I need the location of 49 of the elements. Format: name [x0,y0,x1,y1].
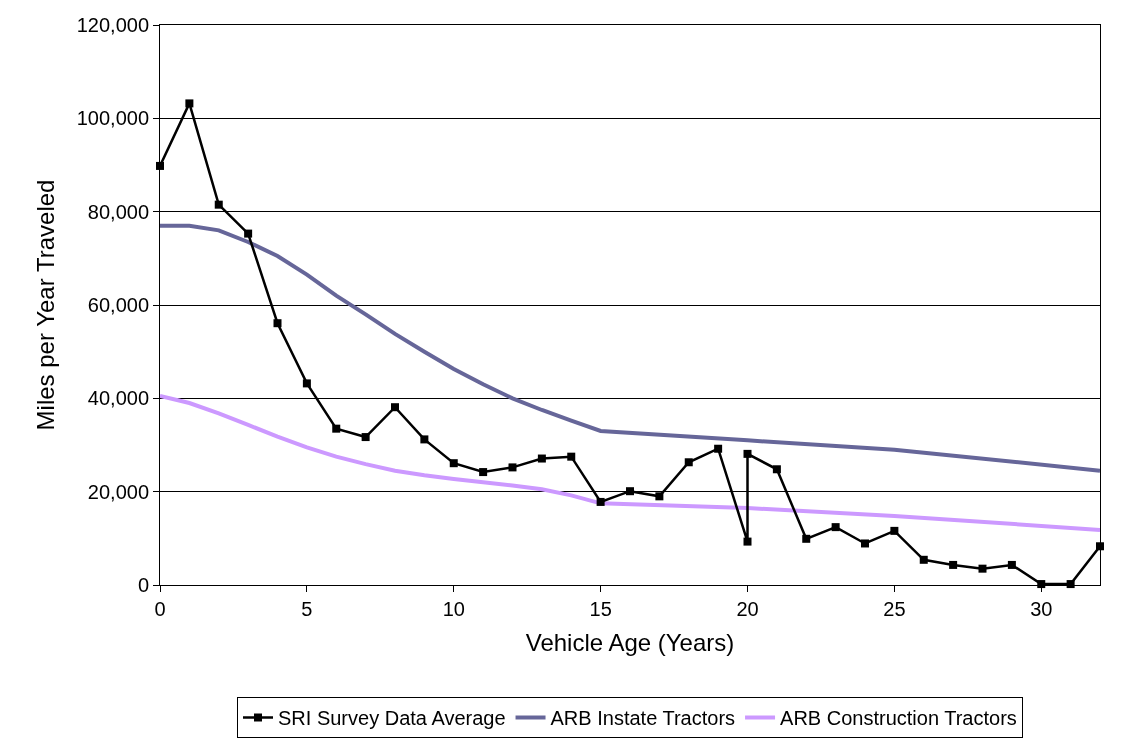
y-tick-label: 40,000 [87,387,149,410]
point [332,424,341,433]
point [185,99,194,108]
legend-label: ARB Instate Tractors [550,707,736,730]
y-axis-title: Miles per Year Traveled [31,179,59,431]
point [772,465,781,474]
x-tick-label: 0 [154,598,166,620]
point [537,454,546,463]
legend-label: SRI Survey Data Average [278,707,506,730]
y-tick-label: 80,000 [87,200,149,223]
legend-label: ARB Construction Tractors [780,707,1017,730]
point [626,487,634,496]
point [743,537,752,546]
point [596,497,605,506]
point [391,403,399,412]
x-tick-label: 25 [883,598,906,620]
point [449,459,458,468]
y-tick-label: 60,000 [87,294,149,316]
point [361,433,370,442]
point [244,229,253,238]
y-tick-label: 0 [137,574,149,596]
point [743,449,752,458]
point [831,523,840,532]
y-tick-label: 20,000 [87,480,149,503]
y-tick-label: 120,000 [76,14,149,36]
point [949,560,958,569]
y-tick-label: 100,000 [76,107,149,130]
point [567,452,576,461]
point [1007,560,1016,569]
point [684,458,693,467]
point [655,492,664,501]
point [890,526,899,535]
point [978,564,987,573]
point [273,319,282,328]
point [919,555,928,564]
point [479,468,488,477]
x-tick-label: 20 [736,598,759,620]
x-tick-label: 30 [1030,598,1053,620]
point [420,435,429,444]
point [861,539,869,548]
point [302,379,311,388]
x-axis-title: Vehicle Age (Years) [525,629,735,657]
point [714,444,723,453]
point [802,534,811,543]
x-tick-label: 5 [301,598,313,620]
point [508,463,517,472]
x-tick-label: 15 [589,598,612,620]
x-tick-label: 10 [442,598,465,620]
point [214,200,223,209]
